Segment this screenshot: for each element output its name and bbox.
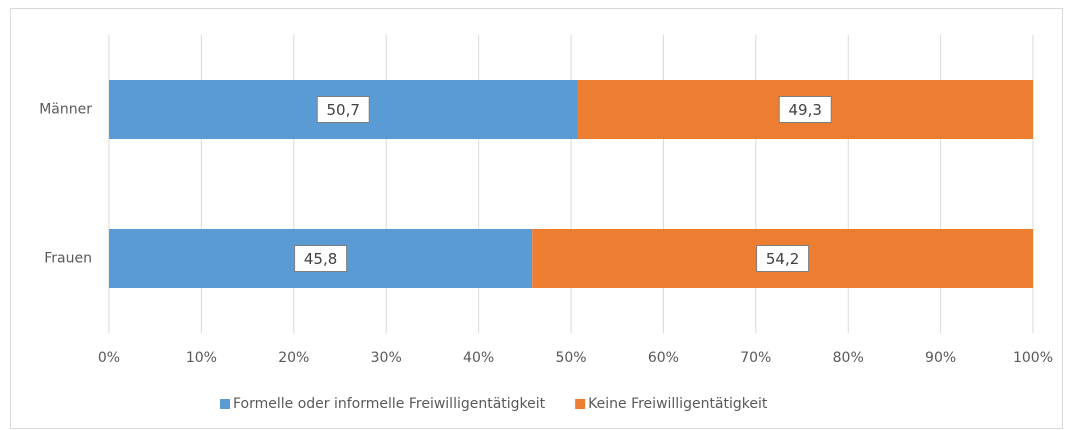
data-label: 49,3 (789, 101, 822, 119)
x-tick-label: 80% (833, 350, 864, 366)
data-label: 45,8 (304, 250, 337, 268)
x-tick-label: 0% (98, 350, 120, 366)
data-label-box (756, 245, 810, 272)
data-label-box (294, 245, 348, 272)
x-tick-label: 10% (186, 350, 217, 366)
y-tick-label: Männer (39, 102, 92, 118)
data-label: 54,2 (766, 250, 799, 268)
x-tick-label: 70% (740, 350, 771, 366)
data-label: 50,7 (327, 101, 360, 119)
x-tick-label: 100% (1013, 350, 1053, 366)
x-tick-label: 60% (648, 350, 679, 366)
legend-label: Formelle oder informelle Freiwilligentät… (233, 396, 546, 412)
x-tick-label: 20% (278, 350, 309, 366)
x-tick-label: 40% (463, 350, 494, 366)
x-tick-label: 30% (371, 350, 402, 366)
legend-label: Keine Freiwilligentätigkeit (588, 396, 768, 412)
legend-swatch (575, 399, 586, 409)
data-label-box (316, 96, 370, 123)
x-tick-label: 90% (925, 350, 956, 366)
y-tick-label: Frauen (44, 251, 92, 267)
x-tick-label: 50% (555, 350, 586, 366)
data-label-box (778, 96, 832, 123)
chart-frame (10, 8, 1063, 429)
legend-swatch (220, 399, 230, 409)
